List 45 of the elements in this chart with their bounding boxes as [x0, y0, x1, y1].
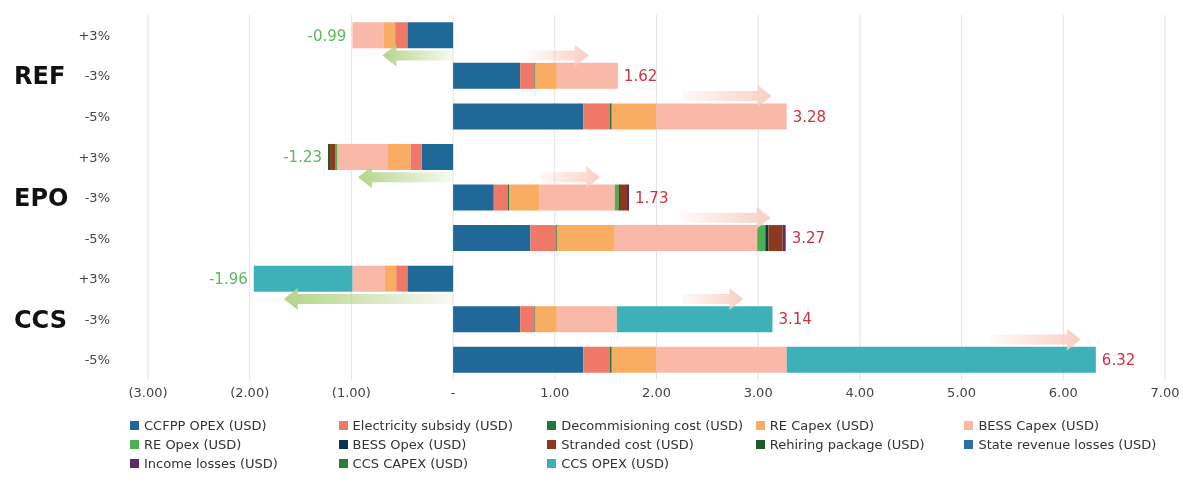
legend-label: Rehiring package (USD): [769, 437, 925, 452]
y-tick-label: +3%: [78, 27, 110, 43]
legend-label: State revenue losses (USD): [978, 437, 1157, 452]
y-tick-label: -5%: [84, 230, 110, 246]
legend-label: Electricity subsidy (USD): [352, 418, 513, 433]
legend-label: RE Capex (USD): [769, 418, 874, 433]
total-label: 3.28: [792, 107, 827, 126]
total-label: -0.99: [307, 26, 347, 45]
x-tick-label: 7.00: [1150, 385, 1180, 401]
y-tick-label: -5%: [84, 109, 110, 124]
legend-label: Decommisioning cost (USD): [561, 418, 744, 433]
x-tick-label: 3.00: [743, 385, 773, 401]
x-tick-label: (2.00): [230, 385, 270, 401]
x-tick-label: 2.00: [642, 385, 671, 401]
y-tick-label: -5%: [84, 352, 110, 368]
text: REF: [14, 62, 66, 91]
legend-label: Stranded cost (USD): [561, 437, 694, 452]
total-label: 1.73: [635, 188, 669, 207]
legend-label: CCS CAPEX (USD): [352, 456, 469, 471]
text: CCS: [14, 305, 67, 334]
legend-label: Income losses (USD): [144, 456, 278, 471]
y-tick-label: +3%: [78, 271, 110, 287]
x-tick-label: 5.00: [947, 385, 977, 401]
total-label: -1.23: [283, 148, 323, 167]
y-tick-label: -3%: [84, 190, 110, 206]
text: EPO: [14, 183, 69, 212]
x-tick-label: (3.00): [128, 385, 168, 401]
x-tick-label: (1.00): [331, 385, 371, 401]
total-label: -1.96: [208, 269, 248, 288]
x-tick-label: 4.00: [845, 385, 875, 401]
x-tick-label: -: [450, 385, 456, 401]
total-label: 1.62: [623, 67, 658, 86]
total-label: 6.32: [1101, 350, 1136, 369]
x-tick-label: 6.00: [1048, 385, 1078, 401]
legend-label: RE Opex (USD): [144, 437, 242, 452]
total-label: 3.27: [791, 229, 826, 248]
y-tick-label: -3%: [84, 68, 110, 84]
y-tick-label: -3%: [84, 311, 110, 327]
y-tick-label: +3%: [78, 149, 110, 165]
x-tick-label: 1.00: [540, 385, 570, 401]
legend-label: BESS Opex (USD): [352, 437, 467, 452]
total-label: 3.14: [778, 310, 812, 329]
legend-label: CCFPP OPEX (USD): [144, 418, 267, 433]
legend-label: CCS OPEX (USD): [561, 456, 669, 471]
legend-label: BESS Capex (USD): [978, 418, 1099, 433]
